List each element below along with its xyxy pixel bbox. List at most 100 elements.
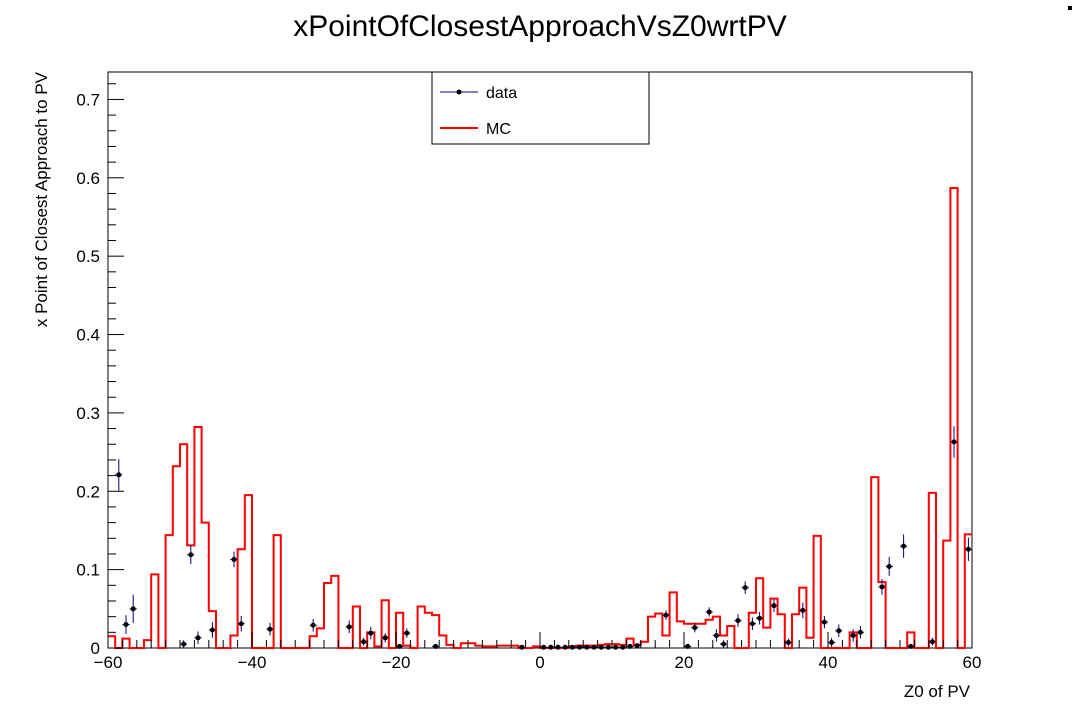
data-point-marker: [577, 644, 583, 650]
data-point-marker: [181, 641, 187, 647]
data-point-marker: [584, 644, 590, 650]
data-point: [619, 644, 627, 650]
x-axis: −60 −40 −20 0 20 40 60: [94, 632, 982, 672]
legend-data-marker: [456, 89, 462, 95]
data-point: [309, 619, 317, 632]
data-point-marker: [785, 640, 791, 646]
data-point-marker: [634, 643, 640, 649]
data-point: [756, 611, 764, 625]
data-point-marker: [886, 563, 892, 569]
legend: data MC: [431, 71, 650, 145]
data-point-marker: [821, 619, 827, 625]
data-point-marker: [195, 635, 201, 641]
data-point-marker: [749, 621, 755, 627]
x-axis-label: Z0 of PV: [904, 682, 971, 701]
data-point: [885, 557, 893, 576]
y-tick-label: 0.5: [76, 247, 100, 266]
data-point: [194, 631, 202, 645]
data-point-marker: [231, 556, 237, 562]
y-tick-label: 0.2: [76, 482, 100, 501]
data-point: [576, 644, 584, 650]
x-tick-label: 0: [535, 653, 544, 672]
data-point: [396, 643, 404, 649]
data-point-marker: [735, 618, 741, 624]
data-point-marker: [433, 643, 439, 649]
data-point: [360, 637, 368, 646]
data-point-marker: [929, 639, 935, 645]
data-point-marker: [123, 621, 129, 627]
data-point-marker: [346, 624, 352, 630]
data-point: [115, 459, 123, 491]
data-point-marker: [857, 629, 863, 635]
data-point-marker: [879, 584, 885, 590]
data-point-marker: [382, 635, 388, 641]
data-point-marker: [519, 644, 525, 650]
data-point-marker: [209, 627, 215, 633]
data-point-marker: [238, 621, 244, 627]
data-point: [237, 615, 245, 632]
data-point: [741, 581, 749, 594]
data-point: [820, 615, 828, 629]
data-point-marker: [562, 644, 568, 650]
mc-histogram-line: [108, 186, 972, 649]
data-point-marker: [800, 607, 806, 613]
data-point: [612, 644, 620, 650]
data-point-marker: [598, 644, 604, 650]
x-tick-label: 60: [963, 653, 982, 672]
y-tick-label: 0.3: [76, 404, 100, 423]
data-point: [964, 537, 972, 562]
data-point-marker: [569, 644, 575, 650]
x-tick-label: −40: [238, 653, 267, 672]
data-point: [720, 640, 728, 648]
data-point-marker: [267, 626, 273, 632]
chart-title: xPointOfClosestApproachVsZ0wrtPV: [293, 10, 787, 43]
data-point-marker: [901, 543, 907, 549]
plot-area: −60 −40 −20 0 20 40 60 0 0.1 0.2 0.3 0.4 0.5 0.6 0.7: [76, 71, 982, 672]
data-point-marker: [850, 632, 856, 638]
data-point-marker: [541, 644, 547, 650]
legend-data-label: data: [486, 85, 517, 102]
data-point-marker: [965, 546, 971, 552]
legend-mc-label: MC: [486, 121, 511, 138]
data-point-marker: [620, 644, 626, 650]
data-point: [691, 622, 699, 633]
data-point: [554, 644, 562, 650]
data-point: [900, 534, 908, 558]
data-point-marker: [130, 606, 136, 612]
data-point: [835, 624, 843, 638]
y-axis: 0 0.1 0.2 0.3 0.4 0.5 0.6 0.7: [76, 83, 124, 658]
data-point: [626, 643, 634, 649]
data-point-marker: [771, 603, 777, 609]
data-point: [561, 644, 569, 650]
data-point-marker: [663, 612, 669, 618]
data-point: [180, 640, 188, 648]
data-point: [230, 551, 238, 568]
data-point-marker: [706, 609, 712, 615]
data-point: [547, 644, 555, 650]
data-point: [432, 643, 440, 649]
data-point-marker: [713, 632, 719, 638]
data-point: [122, 615, 130, 634]
y-tick-label: 0: [91, 639, 100, 658]
data-point: [770, 599, 778, 612]
data-point: [403, 628, 411, 638]
legend-box: [431, 71, 650, 145]
data-point-marker: [591, 644, 597, 650]
data-point-marker: [627, 643, 633, 649]
data-point: [568, 644, 576, 650]
data-point: [784, 638, 792, 647]
data-point-marker: [908, 643, 914, 649]
x-tick-label: 40: [819, 653, 838, 672]
data-point: [208, 622, 216, 638]
y-tick-label: 0.1: [76, 561, 100, 580]
data-point: [540, 644, 548, 650]
data-point-marker: [548, 644, 554, 650]
data-point-marker: [310, 622, 316, 628]
data-point: [705, 607, 713, 617]
data-point: [187, 545, 195, 565]
data-point-marker: [361, 639, 367, 645]
data-point-marker: [742, 585, 748, 591]
y-axis-label: x Point of Closest Approach to PV: [32, 71, 51, 327]
data-point-marker: [188, 552, 194, 558]
data-point-marker: [836, 628, 842, 634]
